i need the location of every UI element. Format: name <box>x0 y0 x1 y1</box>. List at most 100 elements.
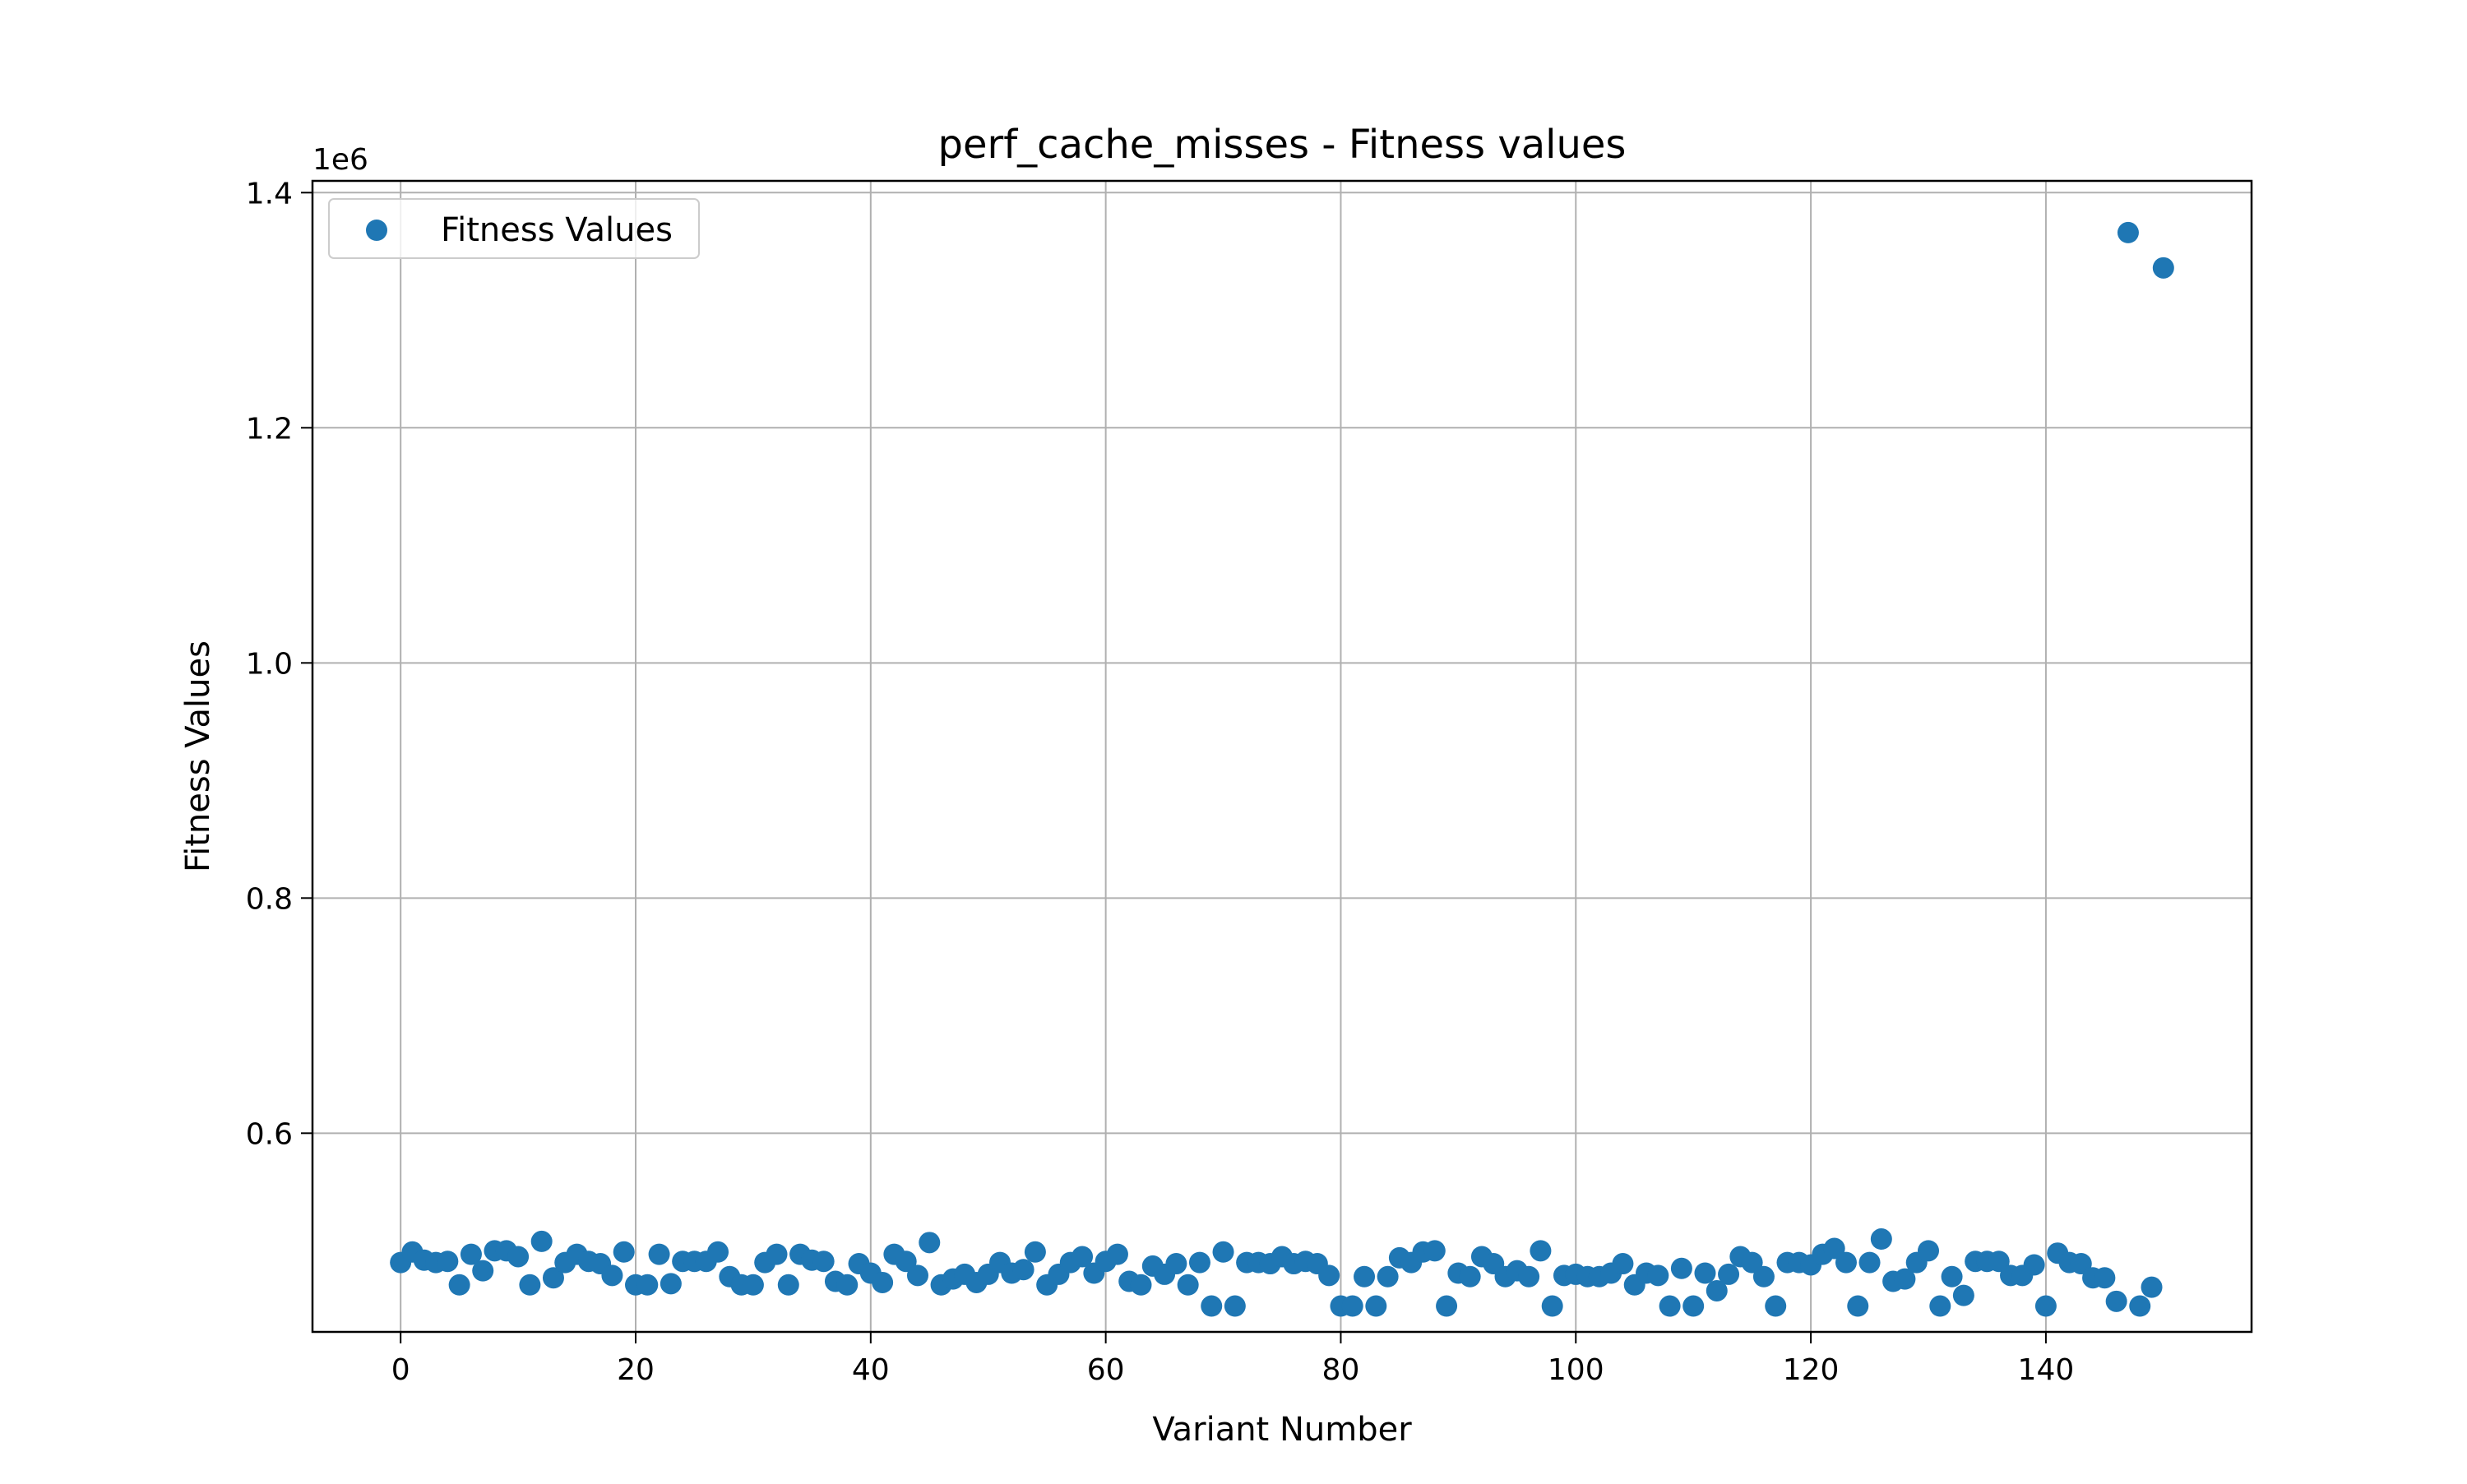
data-point <box>601 1264 623 1287</box>
data-point <box>1706 1279 1728 1301</box>
data-point <box>2105 1290 2127 1312</box>
data-point <box>1941 1265 1963 1288</box>
data-point <box>1752 1265 1775 1288</box>
tick-layer: 0 20 40 60 80 100 120 140 0.6 0.8 1.0 1.2 1.4 <box>246 177 2075 1387</box>
plot-area-frame <box>311 179 2253 1334</box>
data-point <box>1459 1265 1481 1288</box>
data-point <box>1354 1265 1376 1288</box>
data-point <box>1894 1268 1916 1290</box>
data-point <box>1436 1295 1458 1317</box>
data-point <box>1212 1241 1234 1263</box>
data-point <box>1541 1295 1563 1317</box>
data-point <box>1858 1251 1881 1274</box>
x-tick-label: 20 <box>617 1353 655 1387</box>
data-point <box>2117 221 2139 243</box>
data-point <box>437 1251 459 1273</box>
data-point <box>1201 1295 1223 1317</box>
data-point <box>2152 257 2174 279</box>
data-point <box>1659 1295 1681 1317</box>
data-point <box>530 1230 553 1252</box>
data-point <box>1847 1295 1869 1317</box>
data-point <box>507 1246 530 1268</box>
data-point <box>1072 1246 1094 1268</box>
data-point <box>1718 1263 1740 1285</box>
data-point <box>1423 1240 1446 1262</box>
data-point <box>1177 1274 1199 1296</box>
data-point <box>1188 1251 1210 1274</box>
data-point <box>519 1274 541 1296</box>
data-point <box>766 1243 788 1265</box>
data-point <box>1365 1295 1387 1317</box>
data-point <box>919 1232 941 1254</box>
data-point <box>1647 1264 1669 1287</box>
x-tick-label: 140 <box>2018 1353 2075 1387</box>
data-point <box>660 1273 682 1295</box>
data-point <box>1165 1253 1187 1275</box>
data-point <box>1823 1237 1845 1260</box>
data-point <box>1012 1259 1034 1281</box>
y-tick-label: 0.8 <box>246 882 293 916</box>
y-axis-label: Fitness Values <box>179 640 217 872</box>
data-point <box>1835 1251 1857 1274</box>
data-point <box>1612 1253 1634 1275</box>
data-point <box>777 1274 799 1296</box>
x-tick-label: 120 <box>1783 1353 1840 1387</box>
data-point <box>1694 1262 1716 1284</box>
data-point <box>2070 1253 2092 1275</box>
legend-box <box>328 198 700 259</box>
data-point <box>613 1241 635 1263</box>
data-point <box>2023 1254 2045 1276</box>
data-point <box>1341 1295 1363 1317</box>
data-point <box>707 1241 729 1263</box>
data-point <box>1929 1295 1951 1317</box>
data-point <box>1377 1265 1399 1288</box>
data-point <box>1682 1295 1705 1317</box>
legend-marker <box>366 220 387 241</box>
data-point <box>1106 1243 1128 1265</box>
data-point <box>836 1274 859 1296</box>
data-point <box>1130 1274 1152 1296</box>
x-tick-label: 100 <box>1548 1353 1604 1387</box>
legend-label: Fitness Values <box>441 211 673 249</box>
data-point <box>542 1267 564 1289</box>
y-tick-label: 0.6 <box>246 1117 293 1151</box>
data-point <box>1765 1295 1787 1317</box>
x-tick-label: 40 <box>852 1353 890 1387</box>
chart-title: perf_cache_misses - Fitness values <box>938 122 1627 168</box>
data-point <box>1530 1240 1552 1262</box>
y-tick-label: 1.4 <box>246 177 293 210</box>
data-point <box>1952 1284 1974 1306</box>
data-point <box>448 1274 470 1296</box>
data-point <box>1918 1240 1939 1262</box>
data-point <box>636 1274 659 1296</box>
data-point <box>1988 1251 2010 1273</box>
legend: Fitness Values <box>328 198 700 259</box>
data-point <box>1518 1265 1540 1288</box>
data-point <box>460 1243 482 1265</box>
data-point <box>2094 1267 2116 1289</box>
data-point <box>1870 1228 1892 1251</box>
data-point <box>812 1251 835 1273</box>
data-point <box>472 1260 494 1282</box>
x-tick-label: 80 <box>1322 1353 1360 1387</box>
y-tick-label: 1.0 <box>246 647 293 681</box>
data-point <box>1670 1257 1692 1279</box>
x-tick-label: 0 <box>391 1353 410 1387</box>
data-points <box>390 221 2174 1317</box>
data-point <box>2129 1295 2151 1317</box>
x-tick-label: 60 <box>1087 1353 1125 1387</box>
y-tick-label: 1.2 <box>246 412 293 446</box>
data-point <box>742 1274 764 1296</box>
data-point <box>1224 1295 1246 1317</box>
data-point <box>2141 1276 2163 1298</box>
grid-layer <box>312 181 2252 1332</box>
data-point <box>1318 1264 1340 1287</box>
data-point <box>2034 1295 2057 1317</box>
data-point <box>895 1251 917 1273</box>
x-axis-label: Variant Number <box>1152 1411 1412 1449</box>
data-point <box>872 1271 894 1293</box>
y-axis-offset-label: 1e6 <box>312 143 368 177</box>
data-point <box>648 1243 670 1265</box>
